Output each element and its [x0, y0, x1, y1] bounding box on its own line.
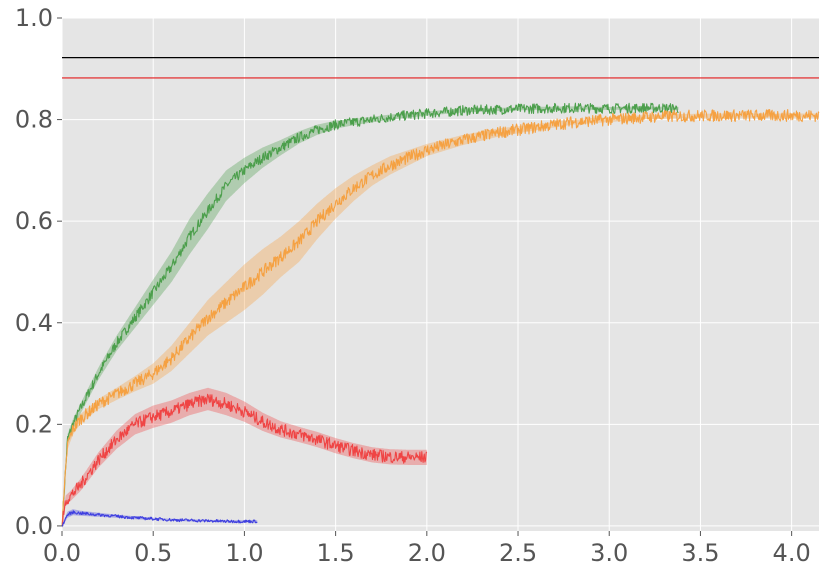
series-line — [61, 393, 428, 527]
series-line — [61, 102, 679, 526]
series-line — [61, 510, 258, 527]
y-tick-label: 0.2 — [15, 410, 53, 438]
y-tick-label: 0.0 — [15, 512, 53, 540]
x-tick-label: 0.5 — [134, 539, 172, 567]
x-axis-ticks: 0.0 0.5 1.0 1.5 2.0 2.5 3.0 3.5 4.0 — [43, 531, 811, 567]
x-tick-label: 0.0 — [43, 539, 81, 567]
y-tick-label: 0.8 — [15, 106, 53, 134]
x-tick-label: 1.5 — [317, 539, 355, 567]
series-band — [62, 387, 427, 529]
data-series — [61, 102, 820, 529]
series-band — [62, 106, 679, 529]
grid-lines — [61, 17, 819, 531]
series-0 — [61, 102, 679, 529]
series-line — [61, 108, 820, 526]
series-3 — [61, 509, 258, 527]
series-2 — [61, 387, 428, 529]
y-axis-ticks: 0.0 0.2 0.4 0.6 0.8 1.0 — [15, 4, 62, 540]
x-tick-label: 4.0 — [773, 539, 811, 567]
y-tick-label: 1.0 — [15, 4, 53, 32]
y-tick-label: 0.6 — [15, 207, 53, 235]
series-band — [62, 113, 819, 529]
series-band — [62, 509, 258, 527]
x-tick-label: 2.5 — [499, 539, 537, 567]
reference-lines — [62, 57, 819, 79]
x-tick-label: 3.5 — [681, 539, 719, 567]
x-tick-label: 2.0 — [408, 539, 446, 567]
plot-background — [62, 18, 819, 531]
series-1 — [61, 108, 820, 529]
x-tick-label: 1.0 — [225, 539, 263, 567]
x-tick-label: 3.0 — [590, 539, 628, 567]
y-tick-label: 0.4 — [15, 309, 53, 337]
